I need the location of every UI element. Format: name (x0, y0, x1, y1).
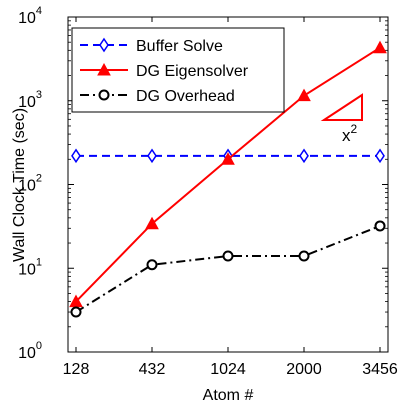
data-point (147, 148, 157, 164)
legend-marker-sample (97, 62, 111, 76)
slope-label-base: x (342, 126, 351, 145)
legend-samples (80, 37, 128, 101)
y-tick-label: 101 (18, 256, 42, 278)
x-tick-label: 432 (139, 361, 166, 378)
y-tick-label-exponent: 1 (36, 256, 42, 268)
data-point (71, 148, 81, 164)
y-tick-label: 102 (18, 173, 42, 195)
data-point (375, 148, 385, 164)
y-tick-label-base: 10 (18, 261, 36, 278)
legend-marker-sample (99, 37, 109, 53)
y-tick-label-base: 10 (18, 94, 36, 111)
y-tick-label: 103 (18, 89, 42, 111)
y-axis-label: Wall Clock Time (sec) (11, 108, 28, 262)
legend: Buffer Solve DG Eigensolver DG Overhead (71, 27, 285, 113)
data-point (70, 306, 82, 318)
x-axis-label: Atom # (203, 387, 254, 404)
data-point (297, 88, 311, 102)
series-line (75, 225, 381, 313)
data-point (222, 250, 234, 262)
slope-label-exponent: 2 (351, 122, 358, 136)
y-tick-label-exponent: 3 (36, 89, 42, 101)
y-tick-label: 100 (18, 340, 42, 362)
legend-label-dg-eigensolver: DG Eigensolver (136, 63, 249, 80)
data-point (373, 40, 387, 54)
data-point (146, 259, 158, 271)
y-tick-label-exponent: 4 (36, 5, 42, 17)
slope-annotation: x2 (320, 93, 363, 145)
legend-label-dg-overhead: DG Overhead (136, 88, 235, 105)
x-tick-label: 2000 (286, 361, 322, 378)
slope-triangle (320, 93, 363, 121)
slope-label: x2 (342, 122, 358, 145)
legend-marker-sample (98, 89, 110, 101)
y-tick-label: 104 (18, 5, 42, 27)
y-tick-label-base: 10 (18, 10, 36, 27)
y-tick-label-exponent: 0 (36, 340, 42, 352)
data-point (299, 148, 309, 164)
series-layer (69, 40, 387, 318)
series-2 (70, 220, 386, 318)
data-point (374, 220, 386, 232)
data-point (221, 152, 235, 165)
data-point (298, 250, 310, 262)
x-tick-label: 3456 (362, 361, 398, 378)
y-tick-label-base: 10 (18, 345, 36, 362)
x-tick-label: 128 (63, 361, 90, 378)
legend-label-buffer-solve: Buffer Solve (136, 38, 223, 55)
plot-area-frame (67, 16, 389, 353)
y-tick-label-exponent: 2 (36, 173, 42, 185)
series-1 (69, 40, 387, 308)
x-tick-label: 1024 (210, 361, 246, 378)
y-tick-label-base: 10 (18, 178, 36, 195)
data-point (145, 216, 159, 230)
